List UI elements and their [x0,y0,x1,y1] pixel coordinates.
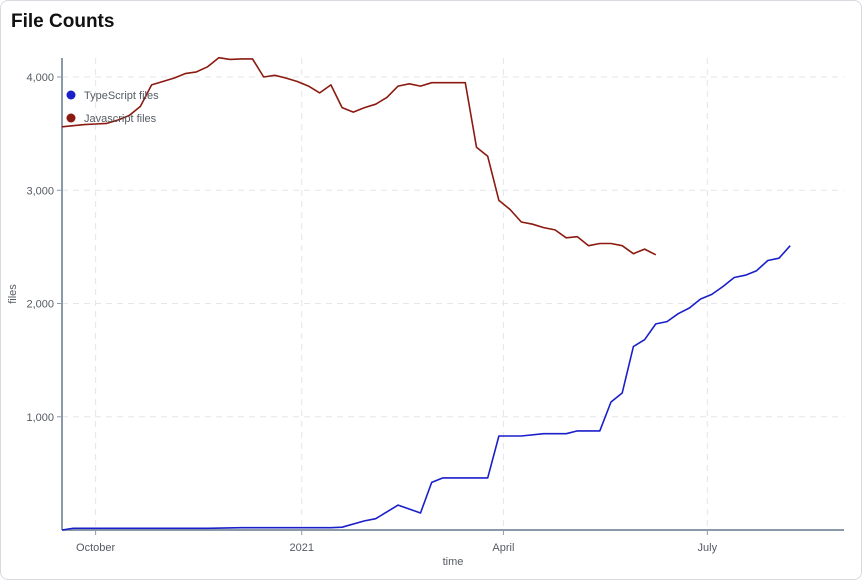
y-tick-label: 3,000 [26,185,54,197]
y-tick-label: 1,000 [26,412,54,424]
legend-label: TypeScript files [84,90,159,102]
y-tick-label: 4,000 [26,72,54,84]
x-tick-label: April [492,542,514,554]
legend-marker [66,90,76,100]
y-tick-label: 2,000 [26,299,54,311]
legend-marker [66,113,76,123]
chart-title: File Counts [11,11,115,32]
x-tick-label: July [698,542,718,554]
x-tick-label: October [76,542,115,554]
legend-label: Javascript files [84,113,157,125]
x-tick-label: 2021 [290,542,314,554]
x-axis-label: time [443,556,464,568]
series-line-typescript-files [61,245,791,531]
y-axis-label: files [7,284,19,304]
series-line-javascript-files [61,56,657,256]
